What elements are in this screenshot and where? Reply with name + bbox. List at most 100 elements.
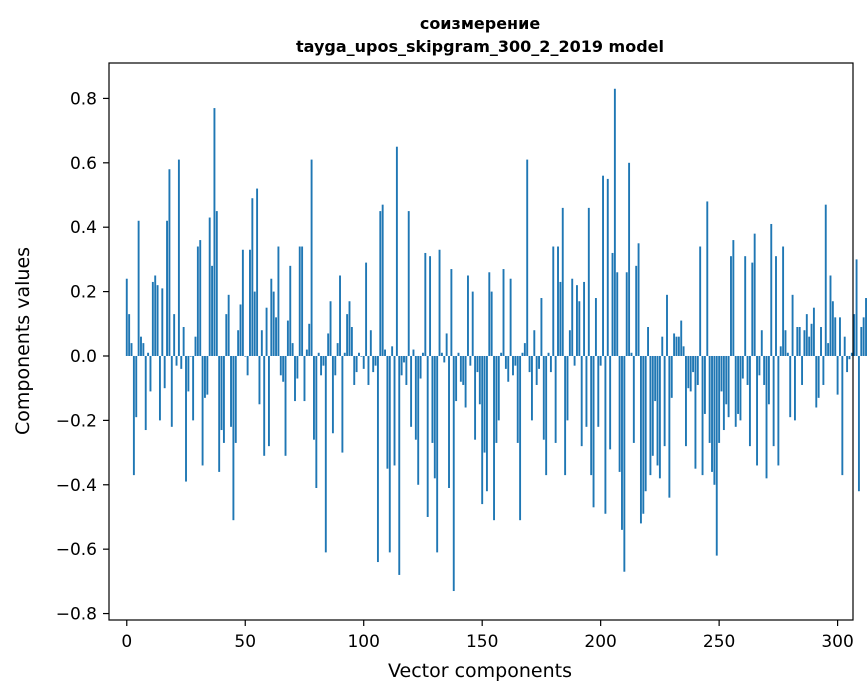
bar <box>130 343 133 356</box>
bar <box>267 355 270 447</box>
bar <box>329 301 332 356</box>
bar <box>772 355 775 447</box>
bar <box>467 275 469 356</box>
bar <box>199 240 202 356</box>
bar <box>628 162 631 356</box>
bar <box>324 355 327 553</box>
bar <box>756 355 758 466</box>
y-tick-label: −0.6 <box>56 540 97 560</box>
bar <box>320 355 323 376</box>
bar <box>376 355 379 563</box>
bar <box>817 355 820 398</box>
bar <box>455 355 458 402</box>
bar <box>573 355 576 366</box>
y-tick-label: −0.4 <box>56 476 97 496</box>
bar <box>635 265 638 356</box>
bar <box>784 330 787 356</box>
bar <box>554 355 557 443</box>
bar <box>142 343 145 356</box>
bar <box>720 355 723 392</box>
bar <box>206 355 209 395</box>
bar <box>803 330 806 356</box>
bar <box>829 275 832 356</box>
x-tick-label: 200 <box>584 632 616 652</box>
bar <box>331 355 334 434</box>
bar <box>865 298 867 356</box>
bar <box>132 355 135 476</box>
bar <box>559 281 562 356</box>
bar <box>417 355 420 485</box>
bar <box>341 355 344 453</box>
bar <box>493 355 495 521</box>
bar <box>528 355 531 373</box>
bar <box>220 355 223 431</box>
bar <box>360 355 363 357</box>
bar <box>308 323 311 356</box>
bar <box>372 355 375 373</box>
bar <box>464 355 467 408</box>
bar <box>677 336 680 356</box>
bar <box>540 298 543 356</box>
bar <box>711 355 713 472</box>
bar <box>836 355 839 395</box>
bar <box>365 262 368 356</box>
bar <box>279 355 282 376</box>
bar <box>794 355 796 421</box>
bar <box>327 333 330 356</box>
bar <box>758 355 761 376</box>
y-tick-label: 0.0 <box>70 347 97 367</box>
bar <box>580 355 583 447</box>
bar <box>177 159 180 356</box>
bar <box>519 355 522 521</box>
bar <box>843 336 846 356</box>
bar <box>270 278 273 356</box>
bar <box>263 355 266 456</box>
bar <box>862 317 865 356</box>
bar <box>249 249 251 356</box>
bar <box>808 336 811 356</box>
bar <box>587 207 590 356</box>
bar <box>748 355 751 447</box>
bar <box>753 233 756 356</box>
bar <box>353 355 356 385</box>
bar <box>746 355 749 385</box>
bar <box>770 223 773 356</box>
bar <box>552 246 555 356</box>
bar <box>386 355 389 469</box>
bar <box>388 355 391 553</box>
bar <box>602 175 604 356</box>
bar <box>706 201 709 356</box>
bar <box>196 246 199 356</box>
bar <box>429 256 432 356</box>
bar <box>857 355 860 492</box>
bar <box>322 355 325 366</box>
bar <box>284 355 287 456</box>
bar <box>848 355 851 360</box>
bar <box>232 355 235 521</box>
bar <box>185 355 187 482</box>
bar <box>391 346 394 356</box>
bar <box>140 336 142 356</box>
bar <box>244 355 247 357</box>
bar <box>384 349 386 356</box>
bar <box>462 355 465 385</box>
bar <box>639 355 642 524</box>
bar <box>801 355 804 385</box>
bar <box>744 256 747 356</box>
bar <box>708 355 711 443</box>
bar <box>791 294 794 356</box>
bar <box>535 355 538 385</box>
bar <box>637 243 640 356</box>
bar <box>175 355 178 366</box>
y-tick-label: 0.6 <box>70 154 97 174</box>
bar <box>694 355 697 469</box>
x-tick-label: 0 <box>121 632 132 652</box>
bar <box>298 246 301 356</box>
bar <box>481 355 484 505</box>
bar <box>739 355 742 421</box>
bar <box>592 355 595 508</box>
bar <box>670 355 673 398</box>
bar <box>448 355 450 488</box>
bar <box>585 355 588 427</box>
